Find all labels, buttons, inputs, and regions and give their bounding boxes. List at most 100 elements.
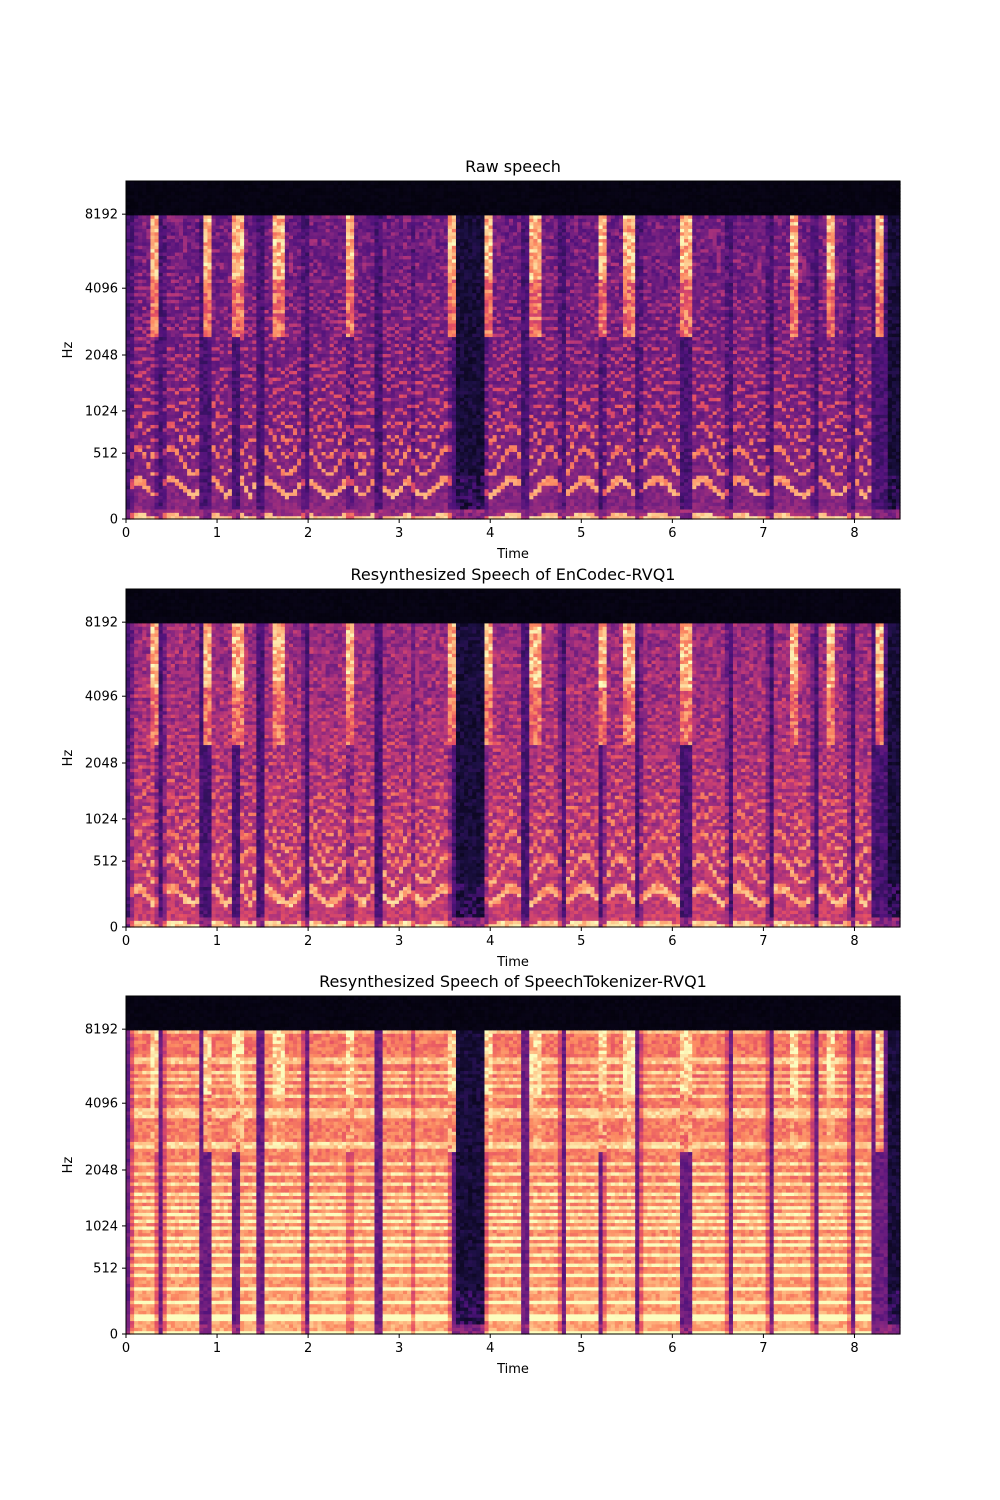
heatmap-cell bbox=[170, 400, 176, 405]
heatmap-cell bbox=[126, 248, 131, 253]
heatmap-cell bbox=[183, 333, 188, 338]
heatmap-cell bbox=[170, 306, 176, 311]
heatmap-cell bbox=[134, 515, 139, 520]
heatmap-cell bbox=[142, 228, 147, 233]
heatmap-cell bbox=[195, 221, 200, 226]
heatmap-cell bbox=[183, 346, 188, 351]
heatmap-cell bbox=[187, 322, 192, 327]
heatmap-cell bbox=[142, 356, 147, 361]
heatmap-cell bbox=[174, 258, 180, 263]
heatmap-cell bbox=[219, 181, 225, 185]
heatmap-cell bbox=[297, 181, 302, 185]
heatmap-cell bbox=[142, 194, 147, 199]
heatmap-cell bbox=[134, 444, 139, 449]
heatmap-cell bbox=[154, 515, 160, 520]
heatmap-cell bbox=[191, 309, 196, 314]
heatmap-cell bbox=[134, 448, 139, 452]
heatmap-cell bbox=[130, 515, 135, 520]
heatmap-cell bbox=[183, 309, 188, 314]
heatmap-cell bbox=[134, 377, 139, 382]
heatmap-cell bbox=[178, 502, 184, 507]
heatmap-cell bbox=[187, 437, 192, 442]
heatmap-cell bbox=[187, 377, 192, 382]
heatmap-cell bbox=[130, 404, 135, 409]
heatmap-cell bbox=[187, 214, 192, 219]
heatmap-cell bbox=[183, 454, 188, 459]
heatmap-cell bbox=[195, 312, 200, 317]
heatmap-cell bbox=[162, 410, 168, 415]
heatmap-cell bbox=[142, 498, 147, 503]
heatmap-cell bbox=[170, 437, 176, 442]
heatmap-cell bbox=[142, 241, 147, 246]
heatmap-cell bbox=[146, 221, 152, 226]
heatmap-cell bbox=[187, 245, 192, 250]
heatmap-cell bbox=[183, 289, 188, 294]
heatmap-cell bbox=[183, 353, 188, 358]
heatmap-cell bbox=[170, 265, 176, 270]
heatmap-cell bbox=[146, 383, 152, 388]
heatmap-cell bbox=[166, 377, 172, 382]
heatmap-cell bbox=[170, 380, 176, 385]
heatmap-cell bbox=[178, 333, 184, 338]
heatmap-cell bbox=[158, 488, 164, 493]
heatmap-cell bbox=[134, 197, 139, 202]
heatmap-cell bbox=[134, 383, 139, 388]
heatmap-cell bbox=[146, 485, 152, 490]
heatmap-cell bbox=[150, 194, 156, 199]
heatmap-cell bbox=[166, 282, 172, 287]
heatmap-cell bbox=[162, 333, 168, 338]
heatmap-cell bbox=[170, 431, 176, 436]
heatmap-cell bbox=[130, 262, 135, 267]
heatmap-cell bbox=[187, 197, 192, 202]
heatmap-cell bbox=[166, 431, 172, 436]
heatmap-cell bbox=[146, 218, 152, 223]
heatmap-cell bbox=[150, 285, 156, 290]
heatmap-cell bbox=[146, 194, 152, 199]
heatmap-cell bbox=[150, 380, 156, 385]
heatmap-cell bbox=[158, 211, 164, 216]
heatmap-cell bbox=[142, 268, 147, 273]
heatmap-cell bbox=[130, 204, 135, 209]
heatmap-cell bbox=[162, 255, 168, 260]
heatmap-cell bbox=[150, 275, 156, 280]
heatmap-cell bbox=[178, 322, 184, 327]
heatmap-cell bbox=[187, 241, 192, 246]
heatmap-cell bbox=[142, 427, 147, 432]
heatmap-cell bbox=[138, 224, 143, 229]
heatmap-cell bbox=[150, 191, 156, 196]
heatmap-cell bbox=[191, 414, 196, 419]
heatmap-cell bbox=[134, 434, 139, 439]
heatmap-cell bbox=[174, 481, 180, 486]
heatmap-cell bbox=[178, 197, 184, 202]
heatmap-cell bbox=[138, 393, 143, 398]
heatmap-cell bbox=[166, 373, 172, 378]
heatmap-cell bbox=[183, 390, 188, 395]
heatmap-cell bbox=[146, 387, 152, 392]
heatmap-cell bbox=[154, 262, 160, 267]
heatmap-cell bbox=[178, 407, 184, 412]
heatmap-cell bbox=[138, 471, 143, 476]
heatmap-cell bbox=[191, 373, 196, 378]
heatmap-cell bbox=[178, 255, 184, 260]
heatmap-cell bbox=[142, 468, 147, 473]
heatmap-cell bbox=[134, 420, 139, 425]
heatmap-cell bbox=[126, 464, 131, 469]
heatmap-cell bbox=[138, 404, 143, 409]
heatmap-cell bbox=[158, 451, 164, 456]
heatmap-cell bbox=[150, 295, 156, 300]
heatmap-cell bbox=[191, 255, 196, 260]
heatmap-cell bbox=[166, 491, 172, 496]
heatmap-cell bbox=[178, 420, 184, 425]
heatmap-cell bbox=[166, 468, 172, 473]
heatmap-cell bbox=[191, 363, 196, 368]
heatmap-cell bbox=[183, 299, 188, 304]
heatmap-cell bbox=[138, 512, 143, 517]
heatmap-cell bbox=[150, 451, 156, 456]
heatmap-cell bbox=[162, 491, 168, 496]
heatmap-cell bbox=[142, 181, 147, 185]
heatmap-cell bbox=[130, 211, 135, 216]
heatmap-cell bbox=[191, 431, 196, 436]
heatmap-cell bbox=[174, 393, 180, 398]
heatmap-cell bbox=[170, 279, 176, 283]
heatmap-cell bbox=[162, 211, 168, 216]
